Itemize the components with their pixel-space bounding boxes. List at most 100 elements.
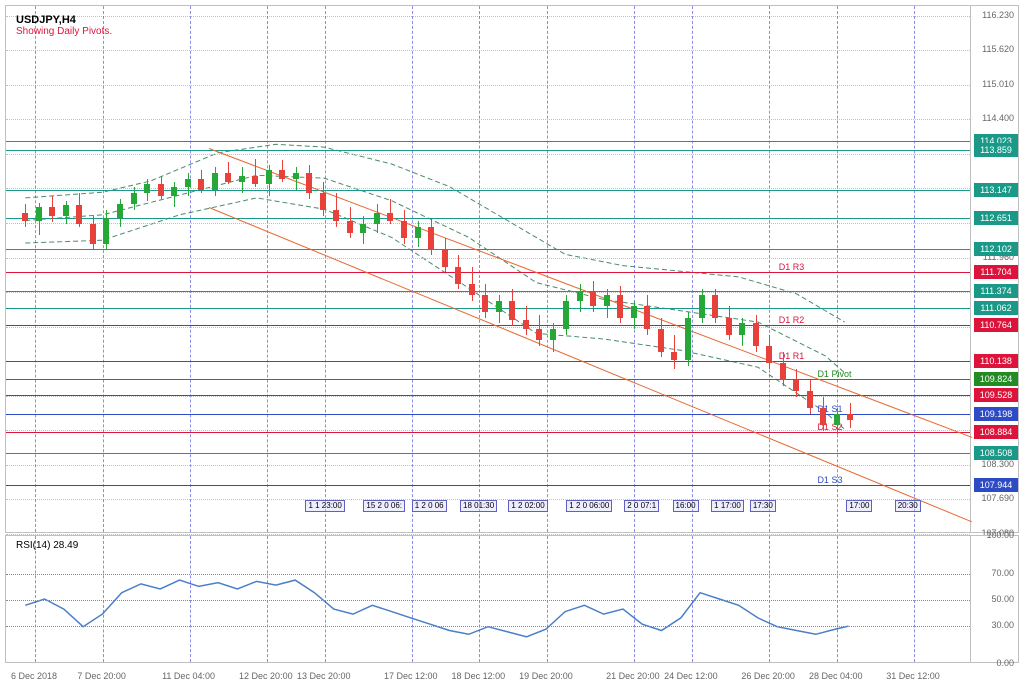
vgrid-line (547, 536, 548, 662)
rsi-y-tick: 30.00 (991, 620, 1014, 630)
hgrid-line (6, 50, 970, 51)
candle-body[interactable] (766, 346, 772, 363)
candle-body[interactable] (76, 205, 82, 224)
candle-body[interactable] (780, 363, 786, 380)
candle-body[interactable] (293, 173, 299, 179)
session-marker: 18 01:30 (460, 500, 497, 512)
candle-body[interactable] (563, 301, 569, 329)
pivot-price-label: 110.138 (974, 354, 1018, 368)
pivot-price-label: 109.824 (974, 372, 1018, 386)
candle-body[interactable] (198, 179, 204, 190)
candle-body[interactable] (171, 187, 177, 195)
pivot-price-label: 110.764 (974, 318, 1018, 332)
vgrid-line (914, 536, 915, 662)
teal-level-line (6, 249, 970, 250)
candle-body[interactable] (496, 301, 502, 312)
candle-body[interactable] (279, 170, 285, 178)
candle-body[interactable] (185, 179, 191, 187)
candle-body[interactable] (793, 380, 799, 391)
rsi-line (25, 580, 848, 637)
candle-body[interactable] (577, 292, 583, 300)
candle-wick (296, 167, 297, 190)
session-marker: 17:30 (750, 500, 776, 512)
rsi-indicator-chart[interactable]: RSI(14) 28.49 100.0070.0050.0030.000.00 (5, 535, 1019, 663)
rsi-y-tick: 70.00 (991, 568, 1014, 578)
candle-body[interactable] (428, 227, 434, 250)
hgrid-line (6, 465, 970, 466)
candle-body[interactable] (49, 207, 55, 215)
candle-body[interactable] (333, 210, 339, 221)
pivot-line (6, 361, 970, 362)
candle-body[interactable] (22, 213, 28, 221)
teal-level-label: 113.859 (974, 143, 1018, 157)
candle-body[interactable] (699, 295, 705, 318)
candle-body[interactable] (401, 221, 407, 238)
candle-body[interactable] (360, 224, 366, 232)
hgrid-line (6, 292, 970, 293)
vgrid-line (479, 536, 480, 662)
candle-body[interactable] (631, 306, 637, 317)
candle-body[interactable] (144, 184, 150, 192)
candle-body[interactable] (671, 352, 677, 360)
x-axis-time: 6 Dec 20187 Dec 20:0011 Dec 04:0012 Dec … (5, 665, 1019, 683)
candle-body[interactable] (726, 318, 732, 335)
session-marker: 1 2 0 06:00 (566, 500, 612, 512)
candle-body[interactable] (103, 218, 109, 243)
candle-body[interactable] (847, 414, 853, 420)
candle-body[interactable] (712, 295, 718, 318)
candle-body[interactable] (455, 267, 461, 284)
main-price-chart[interactable]: USDJPY,H4 Showing Daily Pivots. 116.230 1… (5, 5, 1019, 533)
x-tick: 6 Dec 2018 (11, 671, 57, 681)
candle-body[interactable] (387, 213, 393, 221)
candle-body[interactable] (239, 176, 245, 182)
candle-body[interactable] (252, 176, 258, 184)
candle-body[interactable] (131, 193, 137, 204)
candle-body[interactable] (374, 213, 380, 224)
y-tick: 115.010 (982, 79, 1014, 89)
hgrid-line (6, 119, 970, 120)
candle-body[interactable] (820, 408, 826, 425)
candle-body[interactable] (739, 323, 745, 334)
chart-container: USDJPY,H4 Showing Daily Pivots. 116.230 1… (0, 0, 1024, 683)
teal-level-line (6, 141, 970, 142)
candle-body[interactable] (117, 204, 123, 218)
candle-body[interactable] (442, 250, 448, 267)
candle-body[interactable] (225, 173, 231, 181)
chart-title-area: USDJPY,H4 Showing Daily Pivots. (16, 14, 112, 37)
candle-body[interactable] (590, 292, 596, 306)
candle-body[interactable] (158, 184, 164, 195)
teal-level-label: 108.508 (974, 446, 1018, 460)
y-tick: 115.620 (982, 44, 1014, 54)
candle-body[interactable] (807, 391, 813, 408)
candle-body[interactable] (63, 205, 69, 215)
candle-body[interactable] (320, 193, 326, 210)
candle-body[interactable] (617, 295, 623, 318)
candle-body[interactable] (604, 295, 610, 306)
candle-body[interactable] (266, 170, 272, 184)
candle-body[interactable] (834, 414, 840, 425)
vgrid-line (837, 536, 838, 662)
candle-body[interactable] (658, 329, 664, 352)
channel-line (209, 207, 973, 522)
candle-body[interactable] (536, 329, 542, 340)
x-tick: 28 Dec 04:00 (809, 671, 863, 681)
y-tick: 107.690 (981, 493, 1014, 503)
candle-body[interactable] (306, 173, 312, 193)
candle-body[interactable] (550, 329, 556, 340)
candle-body[interactable] (90, 224, 96, 244)
candle-body[interactable] (509, 301, 515, 321)
x-tick: 19 Dec 20:00 (519, 671, 573, 681)
candle-body[interactable] (36, 207, 42, 221)
vgrid-line (325, 536, 326, 662)
candle-body[interactable] (482, 295, 488, 312)
candle-body[interactable] (347, 221, 353, 232)
y-axis-rsi: 100.0070.0050.0030.000.00 (970, 536, 1018, 662)
candle-body[interactable] (415, 227, 421, 238)
y-tick: 116.230 (982, 10, 1014, 20)
candle-body[interactable] (644, 306, 650, 329)
candle-body[interactable] (212, 173, 218, 190)
candle-body[interactable] (469, 284, 475, 295)
candle-body[interactable] (753, 323, 759, 346)
candle-body[interactable] (685, 318, 691, 360)
candle-body[interactable] (523, 320, 529, 328)
